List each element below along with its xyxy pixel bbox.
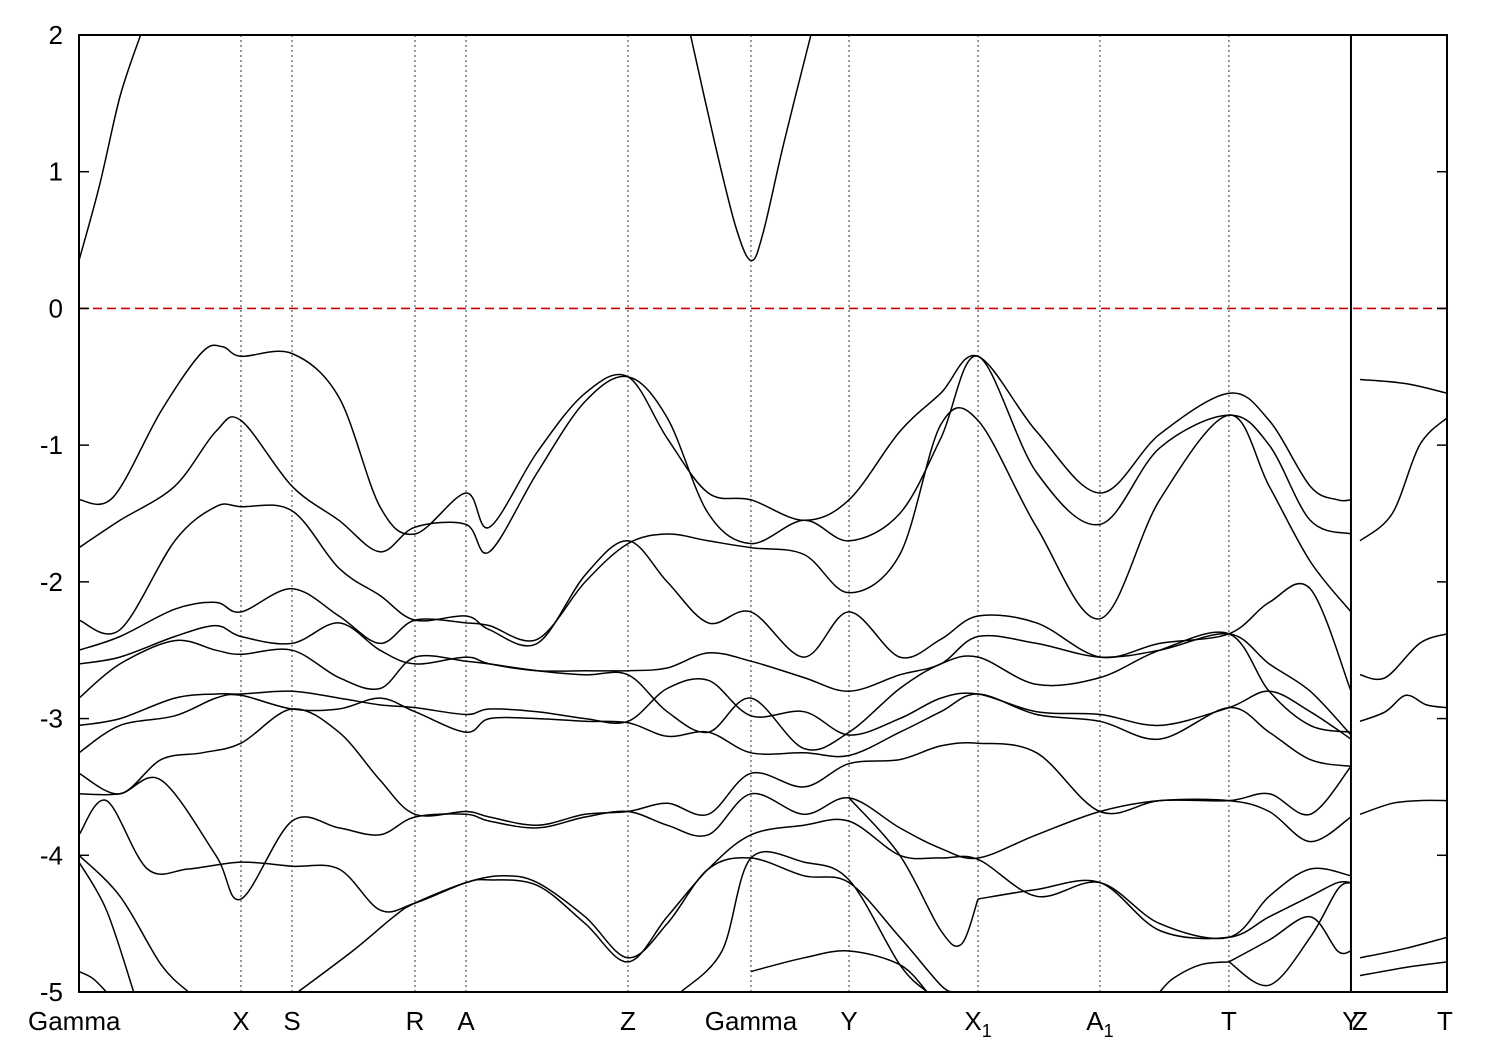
band-line-26	[1359, 417, 1447, 542]
band-line-24	[1159, 961, 1229, 992]
band-line-14	[79, 854, 189, 992]
y-tick-label: 2	[49, 20, 63, 50]
y-tick-label: -1	[40, 430, 63, 460]
band-line-16	[79, 970, 107, 992]
band-line-27	[1359, 633, 1447, 681]
band-line-2	[689, 35, 812, 262]
band-line-15	[79, 861, 135, 992]
x-tick-label: X1	[964, 1006, 991, 1041]
band-line-21	[848, 797, 979, 948]
y-tick-label: -4	[40, 840, 63, 870]
x-tick-label: Y	[1342, 1006, 1359, 1036]
y-axis-ticks: 2 1 0 -1 -2 -3 -4 -5	[40, 20, 1447, 1007]
band-lines	[79, 35, 1447, 992]
band-line-31	[1359, 961, 1447, 977]
x-tick-label: R	[406, 1006, 425, 1036]
band-line-30	[1359, 936, 1447, 959]
band-line-11	[79, 708, 1352, 826]
band-line-23	[1228, 881, 1352, 987]
band-line-5	[79, 503, 1352, 692]
x-tick-label: A1	[1086, 1006, 1113, 1041]
y-tick-label: 1	[49, 157, 63, 187]
y-tick-label: -5	[40, 977, 63, 1007]
x-tick-label: X	[232, 1006, 249, 1036]
band-line-9	[79, 677, 1352, 740]
band-line-20	[977, 879, 1352, 940]
band-line-28	[1359, 694, 1447, 723]
band-line-4	[79, 355, 1352, 555]
band-line-18	[680, 850, 928, 992]
y-tick-label: -2	[40, 567, 63, 597]
y-tick-label: -3	[40, 704, 63, 734]
x-tick-label: Gamma	[705, 1006, 798, 1036]
band-line-7	[79, 622, 1352, 736]
x-tick-label: T	[1221, 1006, 1237, 1036]
band-line-29	[1359, 799, 1447, 816]
x-tick-label: A	[457, 1006, 475, 1036]
band-line-17	[297, 856, 955, 992]
band-line-25	[1359, 378, 1447, 394]
x-tick-label-subscript: 1	[1104, 1021, 1114, 1041]
x-tick-label: Z	[620, 1006, 636, 1036]
band-line-10	[79, 693, 1352, 768]
band-line-19	[750, 950, 928, 992]
x-tick-label-subscript: 1	[982, 1021, 992, 1041]
band-line-6	[79, 407, 1352, 651]
band-line-1	[79, 35, 142, 261]
y-tick-label: 0	[49, 293, 63, 323]
x-tick-label: Y	[840, 1006, 857, 1036]
band-line-3	[79, 344, 1352, 536]
x-axis-kpoint-labels: Gamma X S R A Z Gamma Y X1 A1 T YZ T	[28, 1006, 1453, 1041]
band-line-13	[79, 799, 1352, 963]
x-tick-label: Z	[1352, 1006, 1368, 1036]
x-tick-label: Gamma	[28, 1006, 121, 1036]
x-tick-label: T	[1437, 1006, 1453, 1036]
plot-border	[78, 34, 1448, 993]
plot-frame	[78, 34, 1448, 993]
band-line-22	[1228, 916, 1352, 963]
band-line-8	[79, 631, 1352, 751]
band-line-12	[79, 776, 1352, 901]
kpoint-guide-lines	[240, 35, 1230, 992]
x-tick-label: S	[283, 1006, 300, 1036]
